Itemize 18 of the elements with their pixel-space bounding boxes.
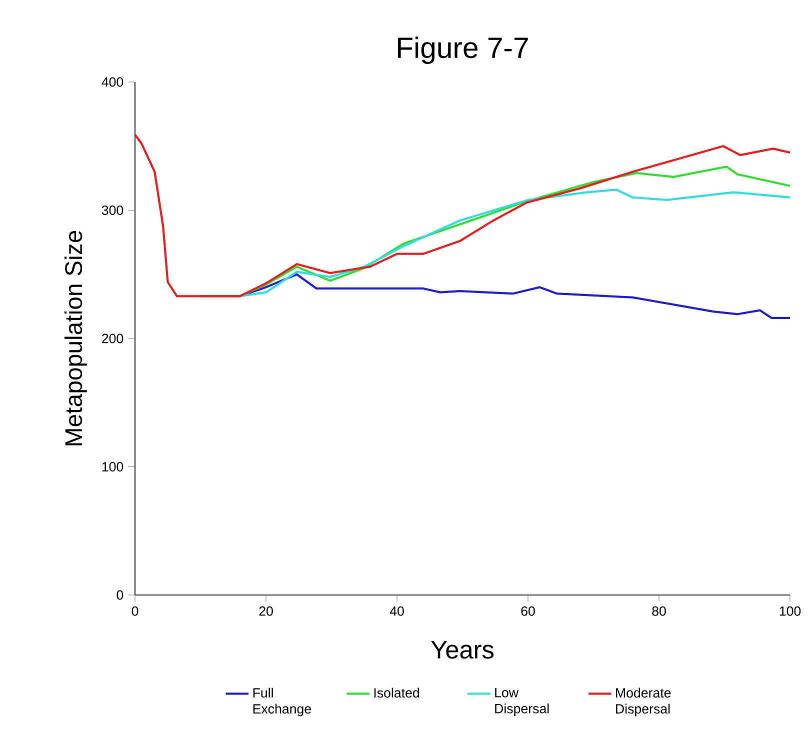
y-tick-label: 100: [102, 462, 124, 472]
legend-label: Low Dispersal: [495, 688, 549, 716]
x-tick-label: 80: [652, 606, 666, 616]
x-tick-label: 100: [780, 606, 801, 616]
legend-label: Moderate Dispersal: [616, 688, 671, 716]
chart-title: Figure 7-7: [398, 36, 528, 64]
y-tick-label: 300: [102, 206, 124, 215]
y-tick-label: 200: [102, 334, 124, 344]
x-tick-label: 0: [132, 606, 138, 616]
x-tick-label: 60: [521, 606, 535, 616]
y-axis-title: Metapopulation Size: [64, 230, 87, 446]
legend-label: Full Exchange: [253, 688, 311, 716]
x-axis-title: Years: [431, 640, 494, 659]
y-tick-label: 0: [116, 590, 124, 600]
legend-label: Isolated: [374, 688, 420, 698]
x-tick-label: 40: [390, 606, 404, 616]
y-tick-label: 400: [102, 77, 124, 87]
x-tick-label: 20: [259, 606, 273, 616]
